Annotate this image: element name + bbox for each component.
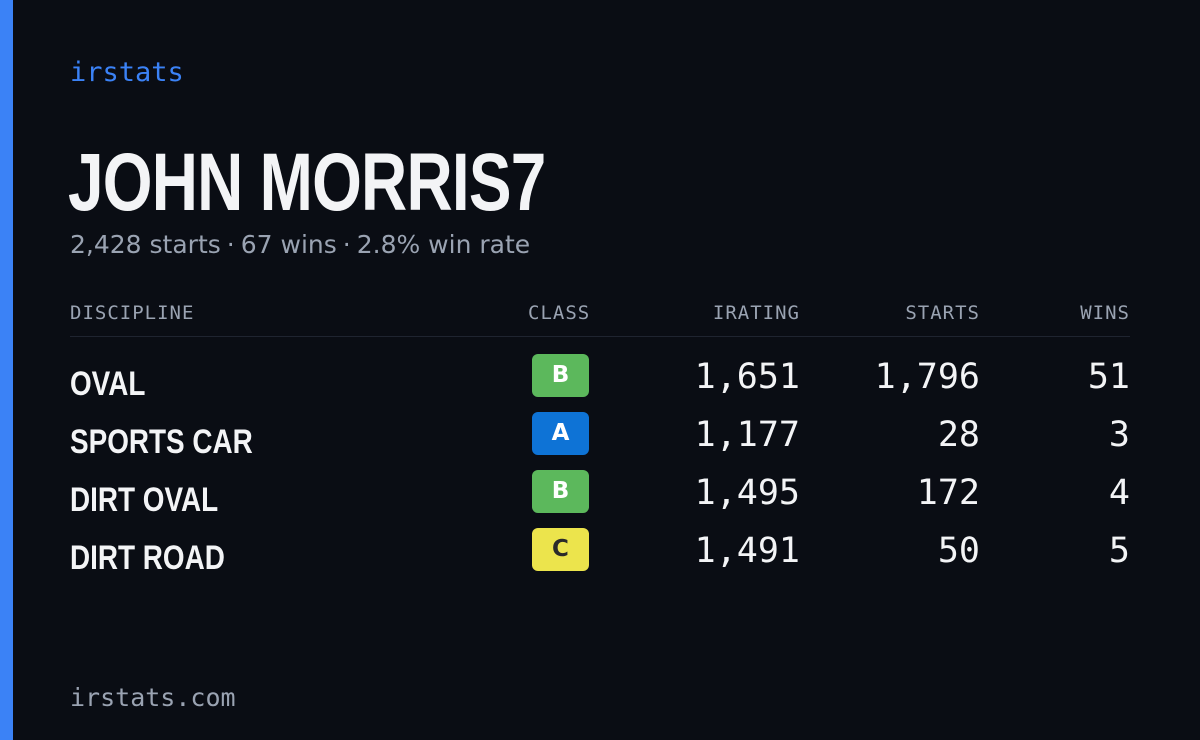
accent-bar (0, 0, 13, 740)
header-divider (70, 336, 1130, 337)
wins-value: 5 (1108, 531, 1130, 571)
discipline-name: DIRT OVAL (70, 481, 219, 519)
driver-name: JOHN MORRIS7 (68, 137, 546, 228)
win-rate: 2.8% win rate (356, 230, 531, 259)
wins-value: 4 (1108, 473, 1130, 513)
table-row: OVAL B 1,651 1,796 51 (0, 354, 1200, 412)
wins-value: 51 (1087, 357, 1130, 397)
irating-value: 1,177 (694, 415, 800, 455)
starts-count: 2,428 starts (70, 230, 221, 259)
footer-url[interactable]: irstats.com (70, 683, 236, 712)
starts-value: 28 (937, 415, 980, 455)
header-class: CLASS (528, 302, 591, 324)
separator: · (226, 230, 235, 259)
header-discipline: DISCIPLINE (70, 302, 195, 324)
class-badge: B (532, 470, 589, 513)
irating-value: 1,495 (694, 473, 800, 513)
wins-value: 3 (1108, 415, 1130, 455)
header-starts: STARTS (905, 302, 980, 324)
table-row: DIRT ROAD C 1,491 50 5 (0, 528, 1200, 586)
discipline-name: DIRT ROAD (70, 539, 225, 577)
table-row: DIRT OVAL B 1,495 172 4 (0, 470, 1200, 528)
irating-value: 1,491 (694, 531, 800, 571)
discipline-name: SPORTS CAR (70, 423, 253, 461)
header-irating: IRATING (712, 302, 800, 324)
brand-logo: irstats (70, 57, 184, 88)
starts-value: 1,796 (874, 357, 980, 397)
class-badge: A (532, 412, 589, 455)
class-badge: C (532, 528, 589, 571)
irating-value: 1,651 (694, 357, 800, 397)
table-row: SPORTS CAR A 1,177 28 3 (0, 412, 1200, 470)
separator: · (342, 230, 351, 259)
driver-summary: 2,428 starts · 67 wins · 2.8% win rate (70, 228, 530, 262)
class-badge: B (532, 354, 589, 397)
discipline-name: OVAL (70, 365, 146, 403)
header-wins: WINS (1080, 302, 1130, 324)
wins-count: 67 wins (240, 230, 337, 259)
starts-value: 172 (916, 473, 980, 513)
starts-value: 50 (937, 531, 980, 571)
